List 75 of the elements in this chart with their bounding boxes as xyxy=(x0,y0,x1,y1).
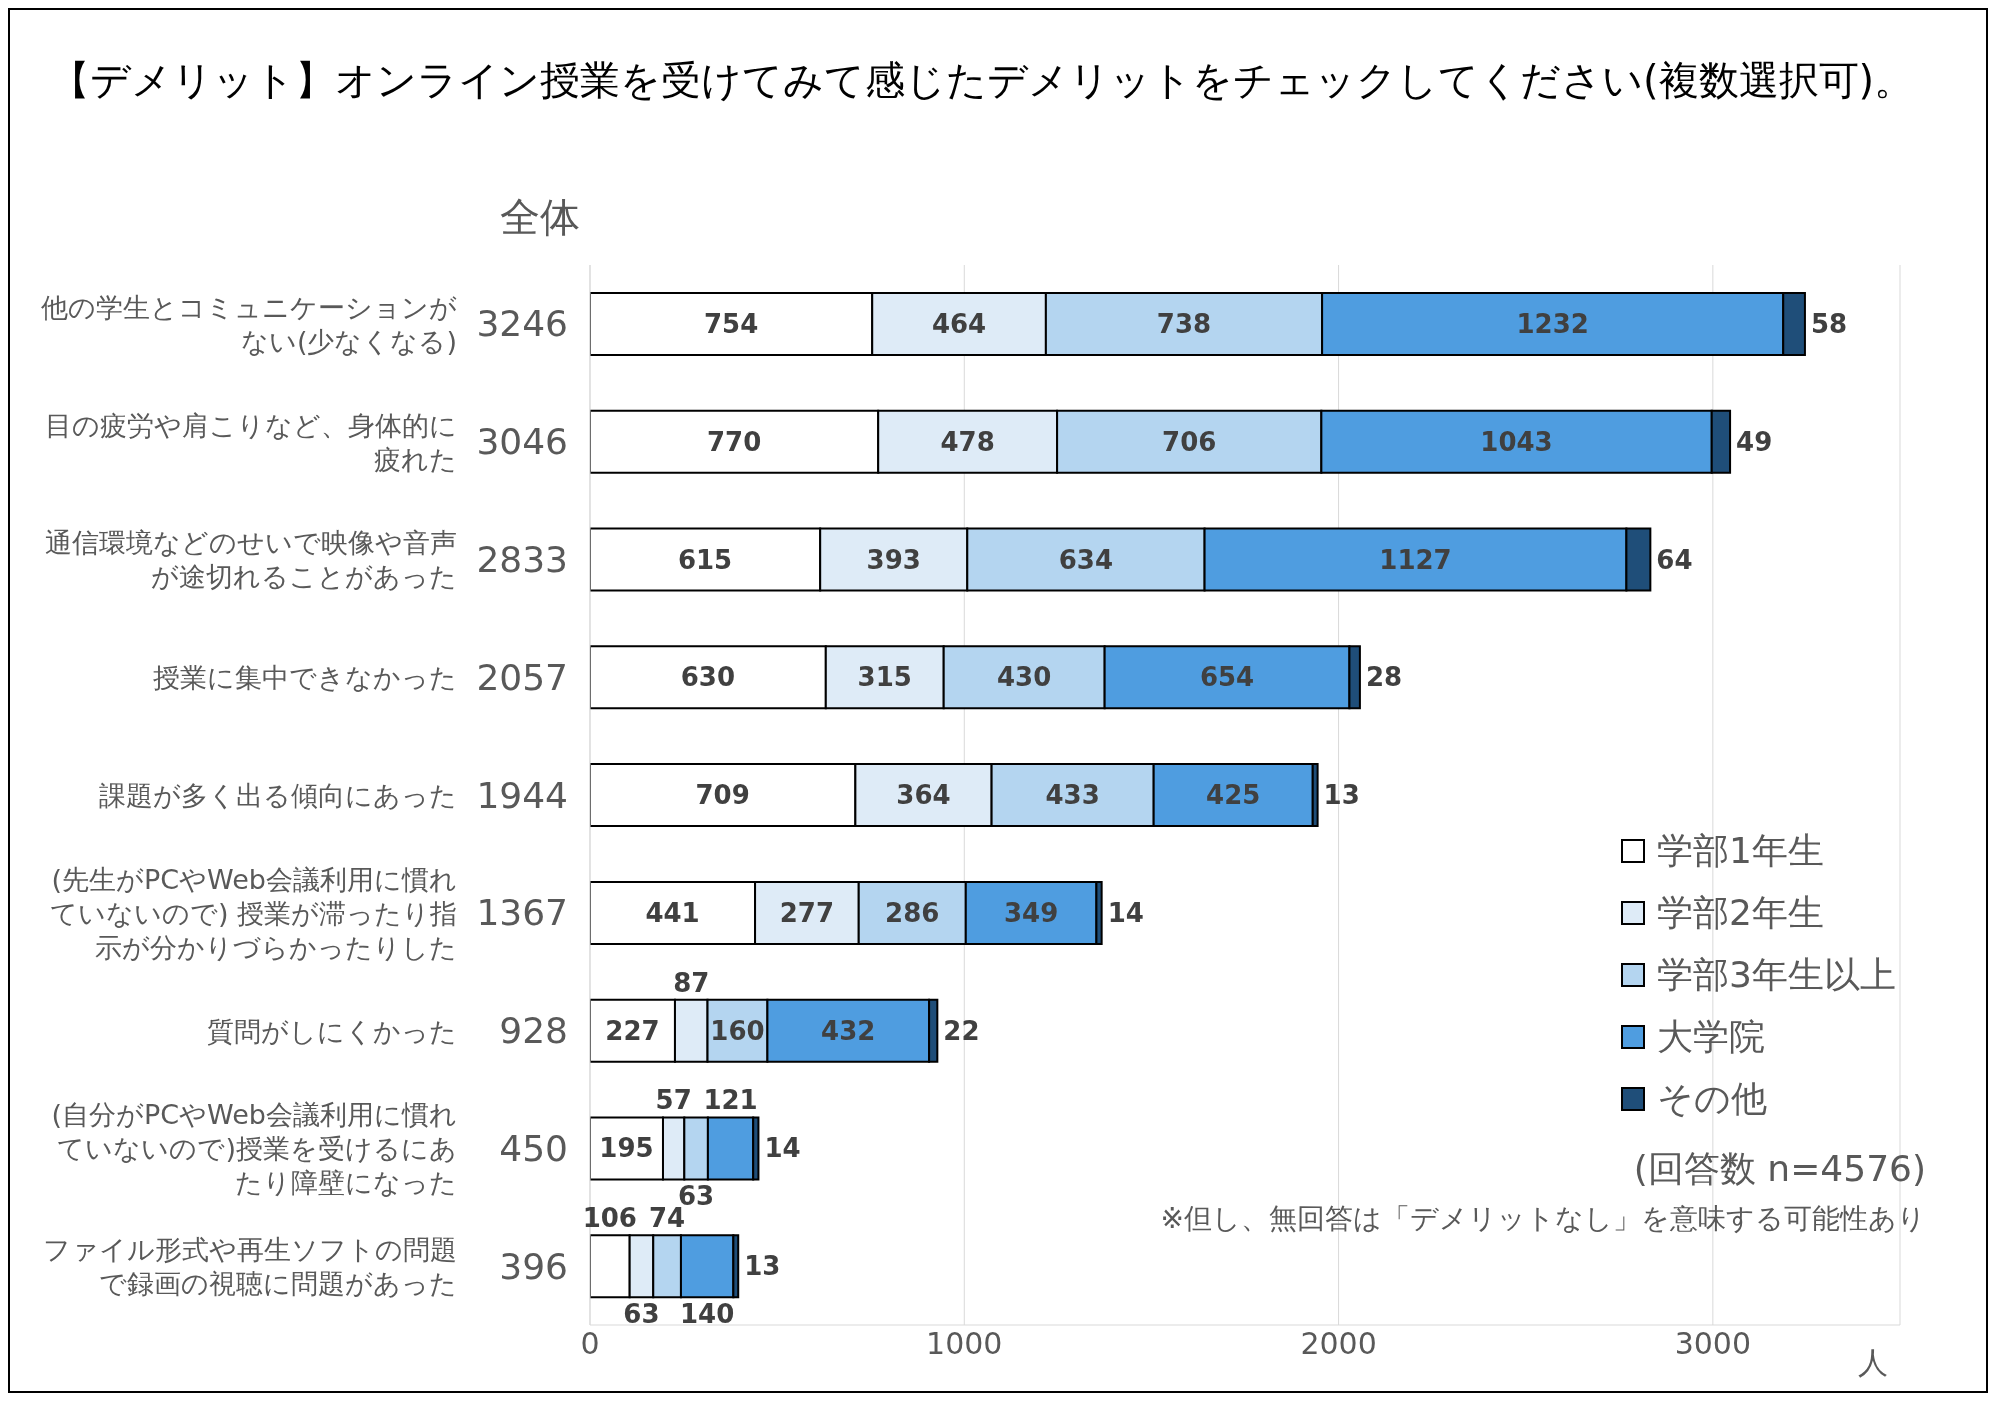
y-tick-label: 質問がしにくかった xyxy=(207,1015,457,1047)
y-tick-label: 授業に集中できなかった xyxy=(153,661,457,693)
data-label: 706 xyxy=(1162,426,1217,457)
data-label: 630 xyxy=(680,662,736,693)
data-label: 63 xyxy=(623,1299,660,1330)
data-label: 13 xyxy=(1323,780,1360,811)
total-label: 450 xyxy=(499,1127,568,1169)
legend-label: 学部1年生 xyxy=(1657,828,1824,873)
x-tick-label: 0 xyxy=(580,1326,600,1362)
data-label: 14 xyxy=(764,1133,801,1164)
text: 全体 xyxy=(500,193,580,242)
data-label: 106 xyxy=(582,1203,637,1234)
data-label: 464 xyxy=(931,309,987,339)
total-label: 2057 xyxy=(476,656,568,698)
data-label: 425 xyxy=(1206,780,1261,811)
data-label: 13 xyxy=(744,1251,781,1282)
total-label: 1367 xyxy=(476,892,568,934)
legend-label: 大学院 xyxy=(1657,1014,1766,1059)
data-label: 195 xyxy=(599,1133,654,1164)
data-label: 14 xyxy=(1107,897,1144,928)
data-label: 49 xyxy=(1736,426,1773,457)
data-label: 709 xyxy=(695,780,750,811)
x-tick-label: 3000 xyxy=(1674,1326,1752,1362)
y-tick-label: 通信環境などのせいで映像や音声が途切れることがあった xyxy=(45,526,457,592)
data-label: 315 xyxy=(857,662,912,693)
data-label: 227 xyxy=(605,1015,660,1046)
y-tick-label: 課題が多く出る傾向にあった xyxy=(99,779,457,811)
total-label: 396 xyxy=(499,1245,568,1287)
data-label: 634 xyxy=(1058,544,1114,575)
data-label: 432 xyxy=(821,1015,876,1046)
data-label: 28 xyxy=(1365,662,1403,693)
total-label: 3246 xyxy=(476,303,568,345)
x-axis-title: 人 xyxy=(1858,1345,1888,1380)
data-label: 433 xyxy=(1045,780,1100,811)
data-label: 22 xyxy=(943,1015,980,1046)
chart-title: 【デメリット】オンライン授業を受けてみて感じたデメリットをチェックしてください(複数選択可)。 xyxy=(50,56,1916,105)
data-label: 64 xyxy=(1656,544,1693,575)
y-tick-label: 目の疲労や肩こりなど、身体的に疲れた xyxy=(45,409,457,475)
y-tick-label: 他の学生とコミュニケーションがない(少なくなる) xyxy=(41,291,457,357)
legend-label: 学部2年生 xyxy=(1657,890,1824,935)
data-label: 1043 xyxy=(1480,426,1553,457)
legend-label: 学部3年生以上 xyxy=(1657,952,1896,997)
data-label: 478 xyxy=(940,426,995,457)
data-label: 1232 xyxy=(1516,309,1589,339)
data-label: 754 xyxy=(703,309,759,339)
data-label: 160 xyxy=(710,1015,765,1046)
data-label: 654 xyxy=(1199,662,1255,693)
x-tick-label: 1000 xyxy=(926,1326,1003,1362)
data-label: 349 xyxy=(1003,897,1059,928)
total-label: 1944 xyxy=(476,774,568,816)
data-label: 738 xyxy=(1156,309,1212,339)
data-label: 430 xyxy=(997,662,1052,693)
annotation: (回答数 n=4576) xyxy=(1633,1147,1926,1191)
x-tick-label: 2000 xyxy=(1300,1326,1377,1362)
data-label: 121 xyxy=(703,1085,758,1116)
total-label: 2833 xyxy=(476,538,568,580)
data-label: 441 xyxy=(645,897,700,928)
y-tick-label: ファイル形式や再生ソフトの問題で録画の視聴に問題があった xyxy=(43,1233,457,1299)
data-label: 615 xyxy=(677,544,733,575)
data-label: 770 xyxy=(706,426,762,457)
y-tick-label: (自分がPCやWeb会議利用に慣れていないので)授業を受けるにあたり障壁になった xyxy=(51,1098,457,1198)
data-label: 286 xyxy=(885,897,940,928)
data-label: 1127 xyxy=(1379,544,1452,575)
legend-label: その他 xyxy=(1657,1076,1768,1121)
data-label: 277 xyxy=(779,897,835,928)
y-tick-label: (先生がPCやWeb会議利用に慣れていないので) 授業が滞ったり指示が分かりづらかったりした xyxy=(49,863,457,963)
data-label: 87 xyxy=(673,967,710,998)
data-label: 393 xyxy=(866,544,921,575)
data-label: 140 xyxy=(680,1299,735,1330)
total-label: 928 xyxy=(499,1010,568,1052)
data-label: 364 xyxy=(896,780,951,811)
data-label: 58 xyxy=(1810,309,1848,339)
annotation: ※但し、無回答は「デメリットなし」を意味する可能性あり xyxy=(1160,1201,1926,1237)
data-label: 57 xyxy=(655,1085,692,1116)
total-label: 3046 xyxy=(476,421,568,463)
